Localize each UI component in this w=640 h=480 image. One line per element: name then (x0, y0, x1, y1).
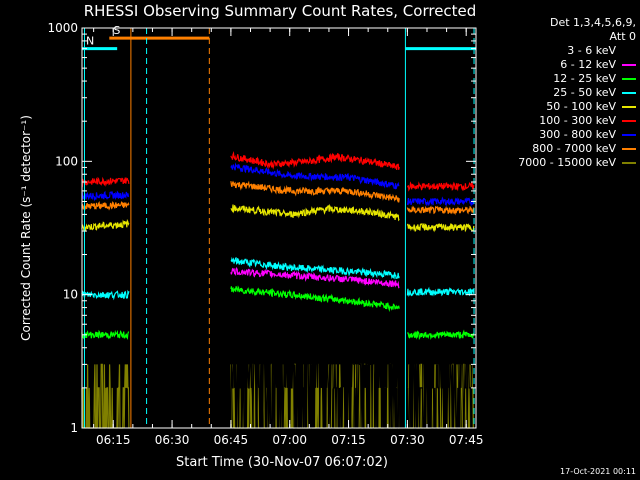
series-line (230, 150, 400, 171)
legend-label: 800 - 7000 keV (532, 142, 616, 155)
legend-label: 300 - 800 keV (539, 128, 616, 141)
interval-label: S (113, 24, 120, 37)
series-line (406, 329, 475, 340)
legend-swatch (622, 148, 636, 150)
legend-swatch (622, 50, 636, 52)
legend-item: 25 - 50 keV (480, 86, 636, 100)
legend-swatch (622, 120, 636, 122)
series-line (230, 180, 400, 203)
series-line (230, 285, 400, 313)
legend-item: 7000 - 15000 keV (480, 156, 636, 170)
series-line (230, 256, 400, 280)
x-tick-label: 07:45 (449, 433, 484, 447)
plot-frame (81, 27, 477, 429)
series-line (406, 181, 475, 192)
series-line (81, 176, 130, 188)
x-tick-label: 07:00 (272, 433, 307, 447)
timestamp: 17-Oct-2021 00:11 (560, 467, 636, 476)
x-tick-label: 07:30 (390, 433, 425, 447)
legend-item: 50 - 100 keV (480, 100, 636, 114)
legend-item: 800 - 7000 keV (480, 142, 636, 156)
legend-label: 3 - 6 keV (567, 44, 616, 57)
legend-label: 12 - 25 keV (553, 72, 616, 85)
legend-item: 3 - 6 keV (480, 44, 636, 58)
y-tick-label: 100 (55, 154, 78, 168)
y-tick-label: 10 (63, 288, 78, 302)
legend-label: 50 - 100 keV (546, 100, 616, 113)
x-tick-label: 06:30 (155, 433, 190, 447)
x-axis-label: Start Time (30-Nov-07 06:07:02) (176, 455, 388, 470)
legend-label: 7000 - 15000 keV (518, 156, 616, 169)
legend-item: 6 - 12 keV (480, 58, 636, 72)
legend-label: 25 - 50 keV (553, 86, 616, 99)
plot-area (81, 150, 475, 429)
legend-detectors: Det 1,3,4,5,6,9, (549, 16, 636, 29)
legend-swatch (622, 64, 636, 66)
legend-swatch (622, 78, 636, 80)
legend-label: 6 - 12 keV (560, 58, 616, 71)
legend-attenuator: Att 0 (609, 30, 636, 43)
annotations: SN (82, 24, 476, 428)
legend: Det 1,3,4,5,6,9, Att 0 3 - 6 keV 6 - 12 k… (480, 16, 636, 170)
legend-item: 12 - 25 keV (480, 72, 636, 86)
legend-swatch (622, 134, 636, 136)
x-tick-label: 07:15 (331, 433, 366, 447)
series-line (406, 196, 475, 207)
x-tick-label: 06:15 (96, 433, 131, 447)
series-line (81, 190, 130, 202)
legend-swatch (622, 162, 636, 164)
legend-label: 100 - 300 keV (539, 114, 616, 127)
y-tick-label: 1 (70, 421, 78, 435)
x-tick-label: 06:45 (214, 433, 249, 447)
series-line (81, 289, 130, 301)
series-line (81, 218, 130, 233)
chart-title: RHESSI Observing Summary Count Rates, Co… (84, 2, 477, 20)
legend-swatch (622, 92, 636, 94)
series-line (406, 205, 475, 216)
interval-label: N (86, 35, 94, 48)
series-line (81, 201, 130, 212)
series-line (406, 286, 475, 297)
series-line (81, 329, 130, 341)
series-line (406, 222, 475, 233)
series-line (230, 267, 400, 289)
series-line (230, 203, 400, 222)
y-tick-label: 1000 (47, 21, 78, 35)
axes: 1 10 100 1000 06:15 06:30 06:45 07:00 07:15 07:30… (47, 21, 483, 447)
legend-item: 100 - 300 keV (480, 114, 636, 128)
y-axis-label: Corrected Count Rate (s⁻¹ detector⁻¹) (19, 115, 33, 341)
series-line (230, 162, 400, 190)
legend-swatch (622, 106, 636, 108)
legend-item: 300 - 800 keV (480, 128, 636, 142)
series-line (81, 363, 130, 429)
